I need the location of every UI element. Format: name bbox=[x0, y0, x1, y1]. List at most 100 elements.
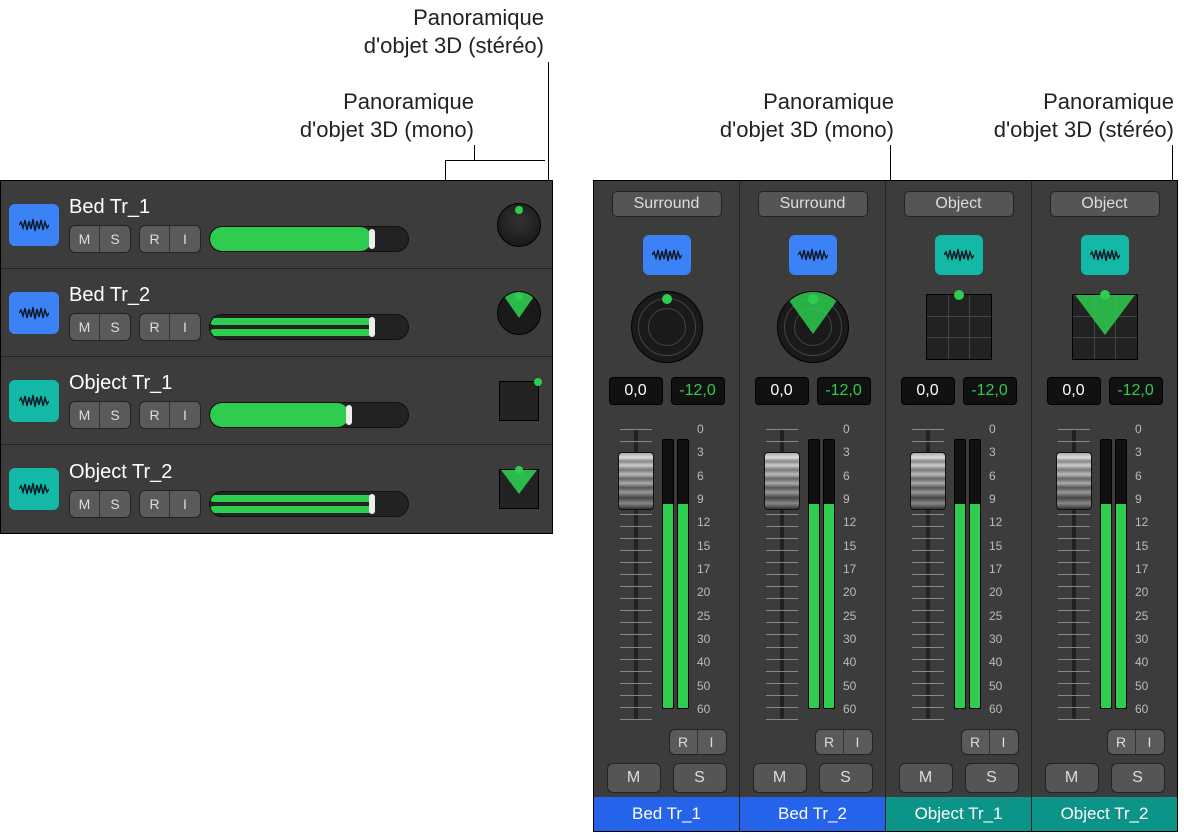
track-type-icon[interactable] bbox=[9, 380, 59, 422]
channel-strip-label[interactable]: Object Tr_1 bbox=[886, 797, 1031, 831]
track-controls: MSRI bbox=[69, 401, 484, 429]
surround-panner[interactable] bbox=[494, 288, 544, 338]
output-mode-button[interactable]: Surround bbox=[758, 191, 868, 217]
track-type-icon[interactable] bbox=[643, 235, 691, 275]
mute-button[interactable]: M bbox=[899, 763, 953, 793]
solo-button[interactable]: S bbox=[819, 763, 873, 793]
object-3d-panner-mono[interactable] bbox=[923, 291, 995, 363]
readouts: 0,0 -12,0 bbox=[609, 377, 725, 405]
channel-strip-label[interactable]: Object Tr_2 bbox=[1032, 797, 1177, 831]
solo-button[interactable]: S bbox=[100, 491, 130, 517]
mute-solo-row: MS bbox=[1045, 763, 1165, 793]
record-button[interactable]: R bbox=[140, 491, 170, 517]
callout-right-stereo: Panoramique d'objet 3D (stéréo) bbox=[994, 88, 1174, 143]
level-meter bbox=[662, 429, 689, 709]
channel-strip-label[interactable]: Bed Tr_1 bbox=[594, 797, 739, 831]
volume-slider[interactable] bbox=[209, 314, 409, 340]
track-name[interactable]: Bed Tr_1 bbox=[69, 196, 484, 219]
track-row: Object Tr_1MSRI bbox=[1, 357, 552, 445]
pan-readout[interactable]: 0,0 bbox=[1047, 377, 1101, 405]
gain-readout[interactable]: -12,0 bbox=[671, 377, 725, 405]
gain-readout[interactable]: -12,0 bbox=[817, 377, 871, 405]
mute-button[interactable]: M bbox=[753, 763, 807, 793]
mute-button[interactable]: M bbox=[70, 491, 100, 517]
input-button[interactable]: I bbox=[990, 730, 1018, 754]
gain-readout[interactable]: -12,0 bbox=[1109, 377, 1163, 405]
record-input-group: RI bbox=[139, 401, 201, 429]
solo-button[interactable]: S bbox=[1111, 763, 1165, 793]
track-name[interactable]: Object Tr_1 bbox=[69, 372, 484, 395]
track-row: Object Tr_2MSRI bbox=[1, 445, 552, 533]
mute-solo-group: MS bbox=[69, 490, 131, 518]
mute-button[interactable]: M bbox=[607, 763, 661, 793]
volume-fader[interactable] bbox=[1054, 429, 1094, 719]
track-type-icon[interactable] bbox=[789, 235, 837, 275]
solo-button[interactable]: S bbox=[673, 763, 727, 793]
output-mode-button[interactable]: Object bbox=[1050, 191, 1160, 217]
gain-readout[interactable]: -12,0 bbox=[963, 377, 1017, 405]
db-scale: 0369121517202530405060 bbox=[695, 429, 717, 709]
volume-fader[interactable] bbox=[908, 429, 948, 719]
volume-fader[interactable] bbox=[762, 429, 802, 719]
volume-slider[interactable] bbox=[209, 491, 409, 517]
track-controls: MSRI bbox=[69, 313, 484, 341]
object-3d-panner-mono[interactable] bbox=[494, 376, 544, 426]
record-button[interactable]: R bbox=[816, 730, 844, 754]
track-type-icon[interactable] bbox=[935, 235, 983, 275]
input-button[interactable]: I bbox=[170, 402, 200, 428]
solo-button[interactable]: S bbox=[100, 314, 130, 340]
readouts: 0,0 -12,0 bbox=[755, 377, 871, 405]
track-name[interactable]: Bed Tr_2 bbox=[69, 284, 484, 307]
volume-fader[interactable] bbox=[616, 429, 656, 719]
pan-readout[interactable]: 0,0 bbox=[609, 377, 663, 405]
mute-button[interactable]: M bbox=[70, 402, 100, 428]
input-button[interactable]: I bbox=[170, 491, 200, 517]
record-button[interactable]: R bbox=[140, 402, 170, 428]
channel-strip-label[interactable]: Bed Tr_2 bbox=[740, 797, 885, 831]
track-type-icon[interactable] bbox=[1081, 235, 1129, 275]
mute-button[interactable]: M bbox=[1045, 763, 1099, 793]
surround-panner[interactable] bbox=[631, 291, 703, 363]
object-3d-panner-stereo[interactable] bbox=[1069, 291, 1141, 363]
pan-readout[interactable]: 0,0 bbox=[901, 377, 955, 405]
record-button[interactable]: R bbox=[962, 730, 990, 754]
mute-solo-row: MS bbox=[753, 763, 873, 793]
input-button[interactable]: I bbox=[170, 314, 200, 340]
callout-line bbox=[474, 145, 475, 160]
track-type-icon[interactable] bbox=[9, 468, 59, 510]
output-mode-button[interactable]: Object bbox=[904, 191, 1014, 217]
input-button[interactable]: I bbox=[698, 730, 726, 754]
object-3d-panner-stereo[interactable] bbox=[494, 464, 544, 514]
surround-panner[interactable] bbox=[777, 291, 849, 363]
track-name[interactable]: Object Tr_2 bbox=[69, 461, 484, 484]
mute-button[interactable]: M bbox=[70, 314, 100, 340]
input-button[interactable]: I bbox=[170, 226, 200, 252]
track-row: Bed Tr_1MSRI bbox=[1, 181, 552, 269]
db-scale: 0369121517202530405060 bbox=[987, 429, 1009, 709]
solo-button[interactable]: S bbox=[100, 226, 130, 252]
volume-slider[interactable] bbox=[209, 402, 409, 428]
mute-button[interactable]: M bbox=[70, 226, 100, 252]
record-button[interactable]: R bbox=[140, 314, 170, 340]
input-button[interactable]: I bbox=[844, 730, 872, 754]
record-button[interactable]: R bbox=[670, 730, 698, 754]
pan-readout[interactable]: 0,0 bbox=[755, 377, 809, 405]
solo-button[interactable]: S bbox=[100, 402, 130, 428]
record-button[interactable]: R bbox=[1108, 730, 1136, 754]
mute-solo-group: MS bbox=[69, 225, 131, 253]
track-controls: MSRI bbox=[69, 490, 484, 518]
callout-left-mono: Panoramique d'objet 3D (mono) bbox=[300, 88, 474, 143]
fader-area: 0369121517202530405060 bbox=[616, 429, 717, 719]
input-button[interactable]: I bbox=[1136, 730, 1164, 754]
output-mode-button[interactable]: Surround bbox=[612, 191, 722, 217]
track-type-icon[interactable] bbox=[9, 204, 59, 246]
pan-knob[interactable] bbox=[494, 200, 544, 250]
fader-area: 0369121517202530405060 bbox=[908, 429, 1009, 719]
record-input-group: RI bbox=[139, 490, 201, 518]
record-input-group: RI bbox=[753, 729, 873, 755]
track-type-icon[interactable] bbox=[9, 292, 59, 334]
volume-slider[interactable] bbox=[209, 226, 409, 252]
record-button[interactable]: R bbox=[140, 226, 170, 252]
readouts: 0,0 -12,0 bbox=[901, 377, 1017, 405]
solo-button[interactable]: S bbox=[965, 763, 1019, 793]
